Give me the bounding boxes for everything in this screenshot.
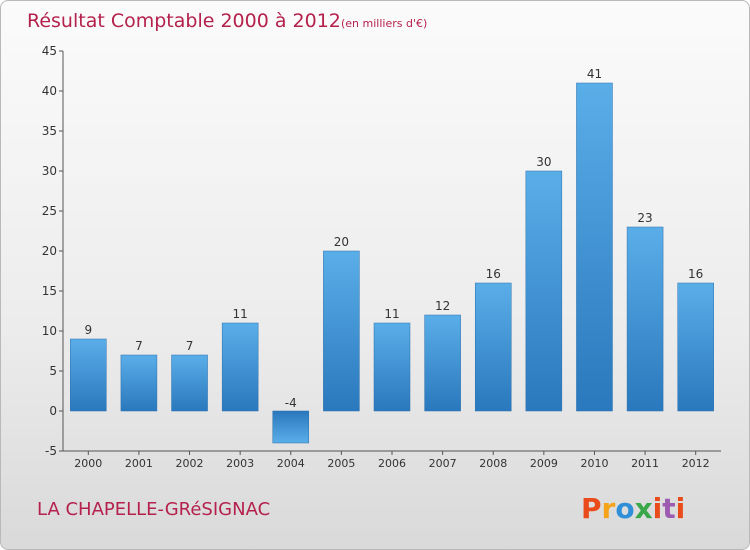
chart-title: Résultat Comptable 2000 à 2012 — [27, 10, 341, 32]
bar-2003 — [221, 322, 259, 412]
bar-2001 — [120, 354, 158, 412]
x-tick-label-2012: 2012 — [682, 457, 710, 470]
bars-group: 9 7 7 11 -4 20 11 12 16 30 41 23 16 — [70, 67, 714, 444]
bar-2009 — [525, 170, 563, 412]
bar-2007 — [424, 314, 461, 412]
y-tick-label: 30 — [42, 164, 57, 178]
y-tick-label: 20 — [42, 244, 57, 258]
x-tick-label-2006: 2006 — [378, 457, 406, 470]
x-tick-label-2009: 2009 — [530, 457, 558, 470]
bar-2004 — [272, 410, 310, 444]
value-label-2005: 20 — [334, 235, 349, 249]
value-label-2011: 23 — [637, 211, 652, 225]
x-tick-label-2002: 2002 — [176, 457, 204, 470]
value-label-2000: 9 — [84, 323, 92, 337]
bar-2000 — [70, 338, 107, 412]
bar-2006 — [373, 322, 411, 412]
value-label-2009: 30 — [536, 155, 551, 169]
value-label-2003: 11 — [233, 307, 248, 321]
y-tick-label: 25 — [42, 204, 57, 218]
bar-2002 — [171, 354, 208, 412]
x-tick-label-2011: 2011 — [631, 457, 659, 470]
x-tick-label-2001: 2001 — [125, 457, 153, 470]
y-tick-label: 0 — [49, 404, 57, 418]
x-tick-label-2000: 2000 — [74, 457, 102, 470]
chart-subtitle: (en milliers d'€) — [341, 17, 427, 30]
y-tick-label: 35 — [42, 124, 57, 138]
value-label-2008: 16 — [486, 267, 501, 281]
bar-2010 — [576, 82, 613, 412]
bar-2012 — [677, 282, 714, 412]
bar-2005 — [323, 250, 360, 412]
value-label-2002: 7 — [186, 339, 194, 353]
y-tick-label: 10 — [42, 324, 57, 338]
value-label-2012: 16 — [688, 267, 703, 281]
proxiti-logo: Proxiti — [581, 492, 685, 525]
x-tick-label-2008: 2008 — [479, 457, 507, 470]
bar-2011 — [626, 226, 664, 412]
value-label-2001: 7 — [135, 339, 143, 353]
value-label-2010: 41 — [587, 67, 602, 81]
x-tick-label-2004: 2004 — [277, 457, 305, 470]
y-tick-label: 40 — [42, 84, 57, 98]
place-name: LA CHAPELLE-GRéSIGNAC — [37, 499, 270, 520]
y-tick-label: 5 — [49, 364, 57, 378]
x-tick-label-2003: 2003 — [226, 457, 254, 470]
bar-2008 — [474, 282, 512, 412]
y-tick-label: 15 — [42, 284, 57, 298]
x-tick-label-2010: 2010 — [580, 457, 608, 470]
x-tick-label-2007: 2007 — [429, 457, 457, 470]
y-tick-label: 45 — [42, 44, 57, 58]
x-tick-label-2005: 2005 — [327, 457, 355, 470]
value-label-2007: 12 — [435, 299, 450, 313]
value-label-2004: -4 — [285, 396, 297, 410]
axes: -5 0 5 10 15 20 25 30 35 40 45 2000 2001 2002 2003 2004… — [42, 44, 721, 470]
y-tick-label: -5 — [45, 444, 57, 458]
value-label-2006: 11 — [384, 307, 399, 321]
